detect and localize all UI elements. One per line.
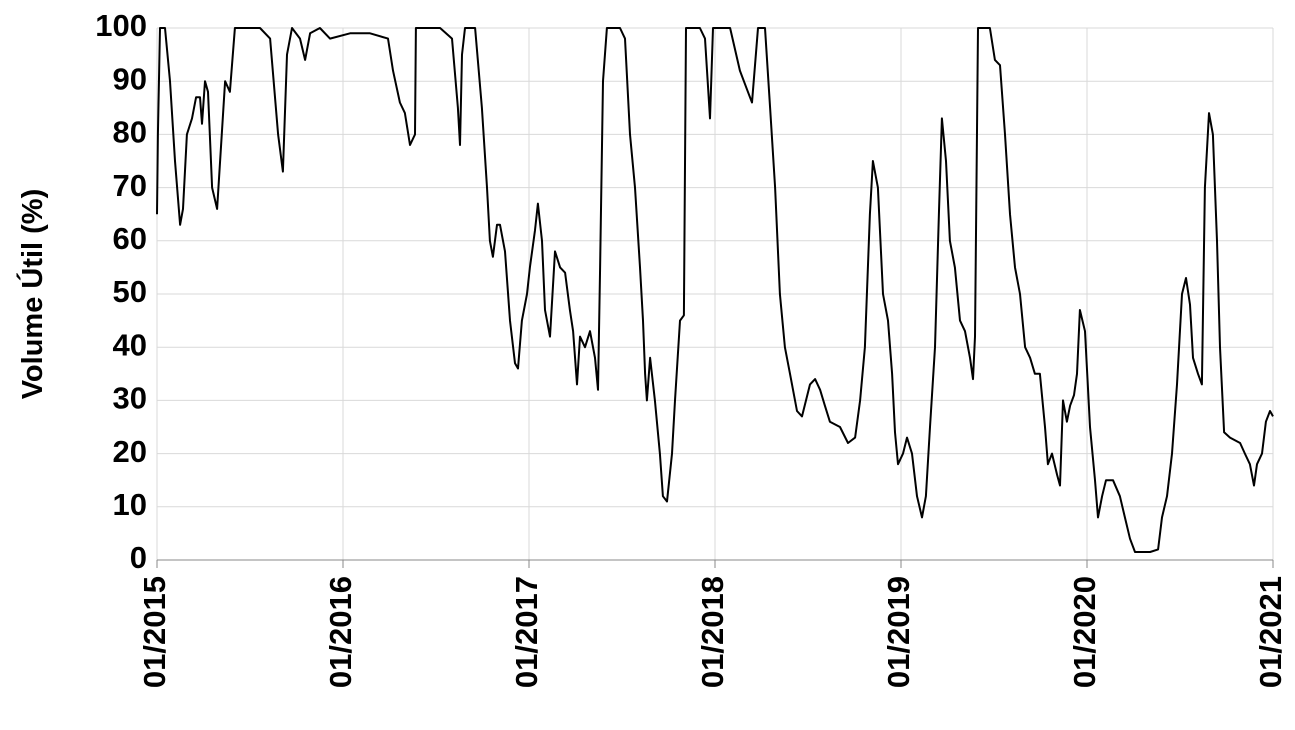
x-tick-label: 01/2018	[695, 576, 730, 688]
y-tick-label: 0	[130, 540, 147, 575]
x-tick-label: 01/2016	[323, 576, 358, 688]
y-axis-title: Volume Útil (%)	[15, 189, 49, 400]
x-tick-label: 01/2015	[137, 576, 172, 688]
y-tick-label: 80	[113, 115, 147, 150]
y-tick-label: 70	[113, 168, 147, 203]
data-line	[156, 27, 1274, 553]
x-tick-label: 01/2019	[881, 576, 916, 688]
y-tick-label: 90	[113, 61, 147, 96]
x-tick-label: 01/2017	[509, 576, 544, 688]
y-tick-label: 60	[113, 221, 147, 256]
x-tick-label: 01/2021	[1253, 576, 1288, 688]
x-tick-label: 01/2020	[1067, 576, 1102, 688]
y-tick-label: 20	[113, 434, 147, 469]
y-tick-label: 100	[95, 8, 147, 43]
y-tick-label: 40	[113, 327, 147, 362]
y-tick-label: 50	[113, 274, 147, 309]
y-tick-label: 10	[113, 487, 147, 522]
y-tick-label: 30	[113, 381, 147, 416]
